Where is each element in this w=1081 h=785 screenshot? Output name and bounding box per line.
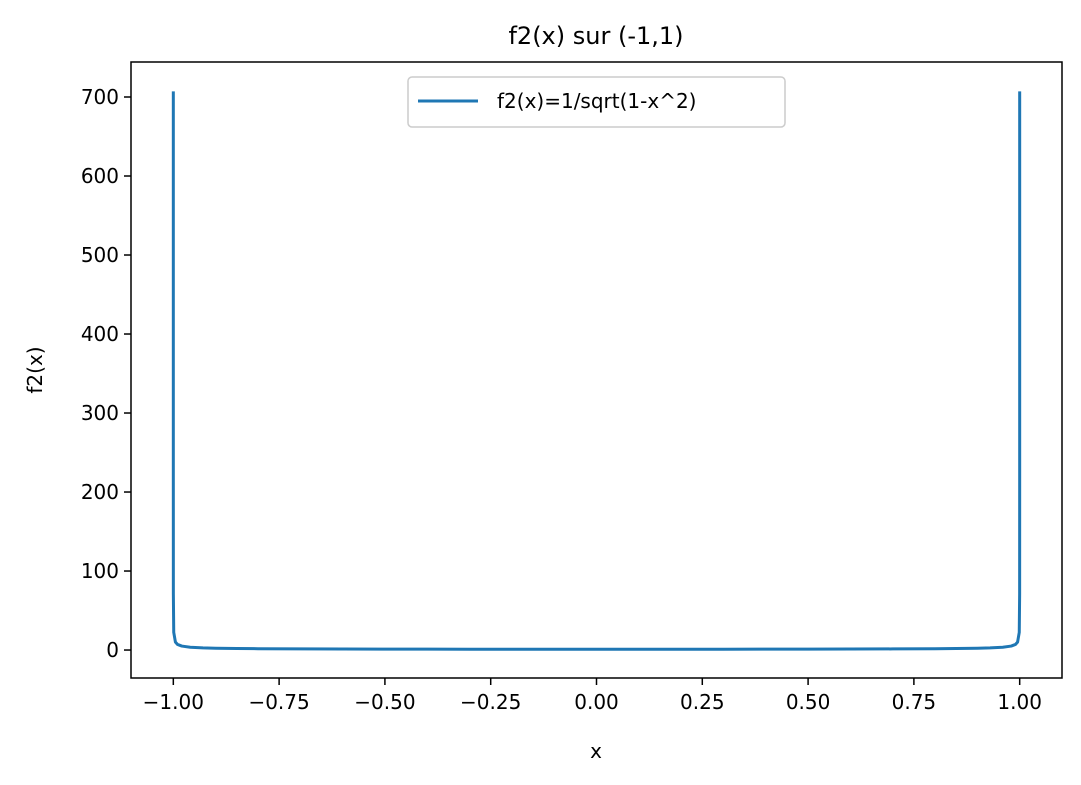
y-tick-label: 200 [81,480,119,504]
series-layer [171,91,1022,651]
y-axis: 0 100 200 300 400 500 600 700 [81,85,131,662]
y-tick-label: 100 [81,559,119,583]
x-tick-label: 0.00 [574,690,619,714]
y-tick-label: 400 [81,322,119,346]
legend: f2(x)=1/sqrt(1-x^2) [407,76,786,128]
y-tick-label: 700 [81,85,119,109]
y-tick-label: 300 [81,401,119,425]
x-tick-label: 0.75 [892,690,937,714]
legend-box [407,76,786,128]
plot-area [130,61,1063,679]
y-axis-title: f2(x) [23,346,47,393]
plot-frame [130,61,1063,679]
y-tick-label: 600 [81,164,119,188]
chart-title: f2(x) sur (-1,1) [508,22,683,50]
x-tick-label: −1.00 [143,690,204,714]
x-tick-label: 0.50 [786,690,831,714]
series-line [171,91,1022,651]
x-tick-label: −0.50 [354,690,415,714]
x-tick-label: −0.25 [460,690,521,714]
y-tick-label: 500 [81,243,119,267]
x-axis-title: x [590,739,602,763]
x-tick-label: −0.75 [248,690,309,714]
x-axis: −1.00 −0.75 −0.50 −0.25 0.00 0.25 0.50 0.75 1.00 [143,678,1042,714]
x-tick-label: 1.00 [997,690,1042,714]
legend-label: f2(x)=1/sqrt(1-x^2) [497,89,696,113]
y-tick-label: 0 [106,638,119,662]
x-tick-label: 0.25 [680,690,725,714]
